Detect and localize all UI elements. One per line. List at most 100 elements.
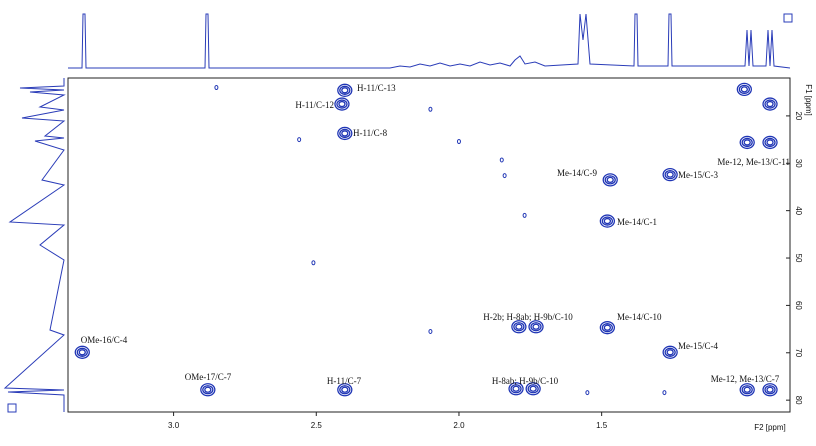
cross-peak <box>525 382 541 396</box>
contour <box>599 321 616 335</box>
cross-peak <box>74 345 90 359</box>
contour <box>297 137 302 143</box>
contour <box>337 126 353 141</box>
cross-peak <box>739 135 755 150</box>
cross-peak <box>311 260 316 266</box>
corner-box <box>783 13 793 23</box>
peak-label: Me-15/C-3 <box>678 170 718 180</box>
contour <box>603 217 612 225</box>
contour <box>743 386 751 393</box>
contour <box>764 99 776 109</box>
contour <box>743 139 751 146</box>
peak-label: H-11/C-7 <box>327 376 362 386</box>
cross-peak <box>508 382 524 396</box>
y-tick-label: 60 <box>794 301 803 310</box>
contour <box>527 384 539 394</box>
x-tick-label: 2.5 <box>311 421 323 430</box>
peak-label: Me-15/C-4 <box>678 341 718 351</box>
y-tick-label: 80 <box>794 396 803 405</box>
contour <box>666 349 674 356</box>
contour <box>766 100 774 108</box>
contour <box>337 83 353 97</box>
contour <box>532 323 540 330</box>
contour <box>341 386 349 393</box>
contour <box>741 385 753 395</box>
contour <box>510 384 522 394</box>
contour <box>764 137 776 148</box>
cross-peak <box>337 126 353 141</box>
contour <box>513 322 525 332</box>
contour <box>599 214 616 228</box>
contour <box>606 176 614 184</box>
cross-peak <box>662 390 667 396</box>
contour <box>74 345 90 359</box>
cross-peak <box>297 137 302 143</box>
contour <box>341 87 349 94</box>
contour <box>428 328 433 334</box>
contour <box>664 347 676 357</box>
peak-label: H-11/C-13 <box>357 83 396 93</box>
cross-peak <box>739 383 755 397</box>
contour <box>311 260 316 266</box>
contour <box>76 347 88 357</box>
cross-peak <box>528 320 544 334</box>
y-tick-label: 70 <box>794 348 803 357</box>
x-tick-label: 1.5 <box>596 421 608 430</box>
contour <box>603 324 612 331</box>
cross-peak <box>599 321 616 335</box>
contour <box>338 100 346 108</box>
cross-peak <box>502 173 507 179</box>
contour <box>204 386 212 393</box>
contour <box>334 97 350 111</box>
peak-label: Me-12, Me-13/C-7 <box>711 374 780 384</box>
cross-peak <box>602 173 618 187</box>
y-tick-label: 50 <box>794 254 803 263</box>
contour <box>499 157 504 163</box>
peak-label: Me-14/C-10 <box>617 312 662 322</box>
contour <box>78 349 86 356</box>
peak-label: OMe-17/C-7 <box>185 372 232 382</box>
contour <box>585 390 590 396</box>
contour <box>202 385 214 395</box>
contour <box>764 385 776 395</box>
contour <box>766 386 774 393</box>
peak-label: Me-14/C-1 <box>617 217 657 227</box>
contour <box>662 167 678 182</box>
contour <box>511 320 527 334</box>
peak-label: H-11/C-8 <box>353 128 388 138</box>
cross-peak <box>428 106 433 112</box>
cross-peak <box>334 97 350 111</box>
contour <box>662 345 678 359</box>
peak-label: H-8ab; H-9b/C-10 <box>492 376 559 386</box>
contour <box>736 82 752 97</box>
x-tick-label: 2.0 <box>453 421 465 430</box>
cross-peak <box>762 97 778 111</box>
cross-peak <box>214 84 219 90</box>
cross-peak <box>662 167 678 182</box>
f2-projection <box>68 13 791 69</box>
contour <box>530 322 542 332</box>
contour <box>604 175 616 185</box>
contour <box>515 323 523 330</box>
contour <box>666 171 674 178</box>
cross-peak <box>522 212 527 218</box>
contour <box>766 139 774 146</box>
peak-label: Me-14/C-9 <box>557 168 597 178</box>
corner-box <box>7 403 17 413</box>
plot-frame <box>67 77 791 413</box>
contour <box>662 390 667 396</box>
contour <box>512 385 520 392</box>
y-tick-label: 40 <box>794 206 803 215</box>
y-axis-label: F1 [ppm] <box>804 84 813 116</box>
contour <box>456 138 461 144</box>
contour <box>200 383 216 397</box>
peak-label: OMe-16/C-4 <box>81 335 128 345</box>
contour <box>739 383 755 397</box>
contour <box>214 84 219 90</box>
cross-peak <box>736 82 752 97</box>
contour <box>739 135 755 150</box>
y-tick-label: 20 <box>794 111 803 120</box>
peak-label: Me-12, Me-13/C-11 <box>717 157 790 167</box>
contour <box>528 320 544 334</box>
